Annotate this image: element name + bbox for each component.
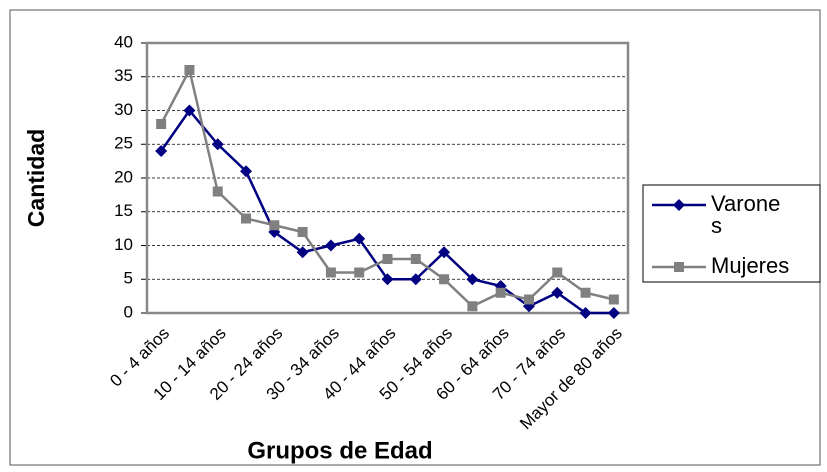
data-point <box>579 307 592 319</box>
data-point <box>241 213 252 224</box>
data-point <box>184 65 195 75</box>
legend-marker <box>674 262 684 272</box>
data-point <box>240 165 253 178</box>
data-point <box>183 104 196 117</box>
data-point <box>381 273 394 286</box>
data-point <box>466 273 479 286</box>
y-tick-label: 0 <box>124 302 133 321</box>
legend-label: Varones <box>711 191 781 238</box>
legend-label: Mujeres <box>711 253 790 278</box>
y-axis-title: Cantidad <box>23 129 49 227</box>
data-point <box>155 145 168 157</box>
data-point <box>607 307 620 319</box>
data-point <box>353 232 366 245</box>
data-point <box>439 274 450 285</box>
plot-border <box>145 41 630 315</box>
y-tick-label: 25 <box>114 134 133 153</box>
data-point <box>324 239 337 252</box>
data-point <box>551 286 564 299</box>
data-point <box>409 273 422 286</box>
data-point <box>325 267 336 278</box>
y-tick-label: 10 <box>114 235 133 254</box>
data-point <box>297 227 308 237</box>
data-point <box>608 294 619 305</box>
x-axis-title: Grupos de Edad <box>247 437 432 464</box>
data-point <box>467 301 478 312</box>
data-point <box>269 220 280 231</box>
y-tick-label: 40 <box>114 32 133 51</box>
y-tick-label: 30 <box>114 100 133 119</box>
data-point <box>211 138 224 151</box>
data-point <box>410 254 421 264</box>
data-point <box>438 246 451 259</box>
data-point <box>212 186 223 197</box>
y-tick-label: 20 <box>114 167 133 186</box>
data-point <box>495 287 506 298</box>
data-point <box>523 294 534 305</box>
data-point <box>552 267 563 278</box>
y-tick-label: 5 <box>124 269 133 288</box>
y-tick-label: 35 <box>114 66 133 85</box>
data-point <box>580 287 591 298</box>
data-point <box>382 254 393 264</box>
data-point <box>354 267 365 278</box>
data-point <box>156 119 167 129</box>
y-tick-label: 15 <box>114 201 133 220</box>
legend-marker <box>673 199 685 211</box>
data-point <box>296 246 309 259</box>
